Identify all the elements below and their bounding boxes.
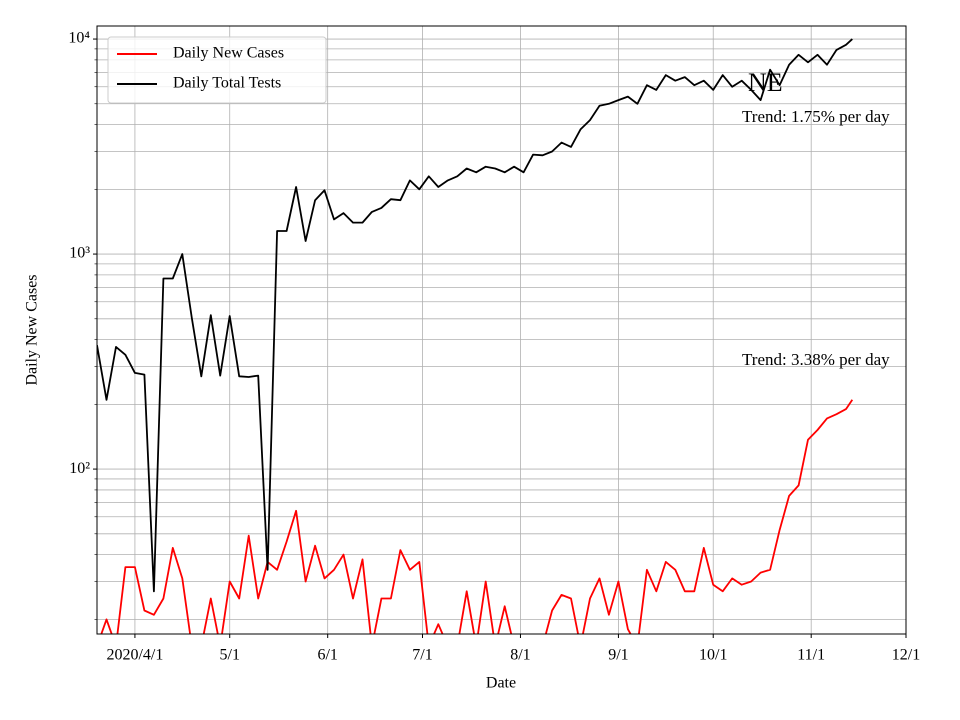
data-line	[100, 399, 854, 634]
data-line	[97, 38, 853, 593]
x-tick-label: 10/1	[699, 647, 727, 664]
legend-box	[107, 36, 327, 104]
x-tick-label: 5/1	[220, 647, 240, 664]
legend-label: Daily New Cases	[173, 45, 284, 62]
annotation: NE	[748, 68, 783, 97]
y-axis-label: Daily New Cases	[24, 274, 41, 385]
plot-frame	[96, 25, 907, 635]
x-tick-label: 6/1	[317, 647, 337, 664]
annotation: Trend: 3.38% per day	[742, 350, 890, 369]
legend: Daily New Cases Daily Total Tests	[107, 36, 327, 104]
y-tick-label: 10⁴	[68, 30, 90, 47]
x-tick-label: 9/1	[608, 647, 628, 664]
x-tick-label: 8/1	[510, 647, 530, 664]
x-tick-label: 7/1	[412, 647, 432, 664]
legend-label: Daily Total Tests	[173, 75, 281, 92]
plot-lines	[97, 38, 854, 634]
x-tick-label: 12/1	[892, 647, 920, 664]
x-tick-label: 2020/4/1	[106, 647, 163, 664]
x-axis-label: Date	[486, 675, 516, 692]
y-tick-label: 10²	[69, 460, 90, 477]
x-tick-label: 11/1	[797, 647, 825, 664]
annotation: Trend: 1.75% per day	[742, 107, 890, 126]
y-tick-label: 10³	[69, 245, 90, 262]
grid	[93, 26, 907, 638]
